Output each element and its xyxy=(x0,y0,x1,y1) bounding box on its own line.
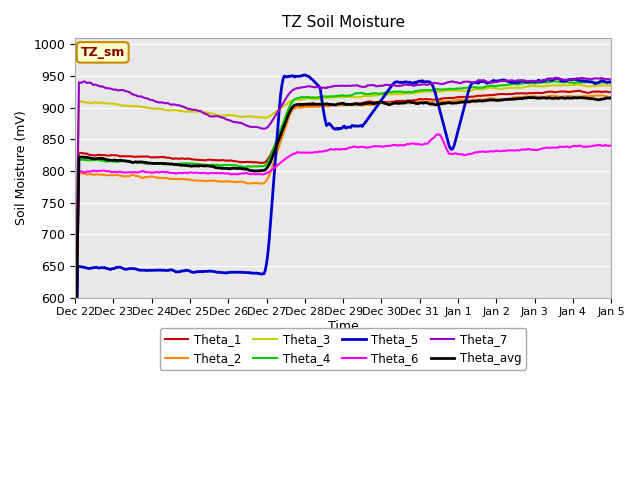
Theta_1 xyxy=(384,99,392,105)
Theta_1 xyxy=(156,154,163,160)
Theta_7 xyxy=(156,100,163,106)
Line: Theta_1: Theta_1 xyxy=(75,91,640,377)
Y-axis label: Soil Moisture (mV): Soil Moisture (mV) xyxy=(15,110,28,225)
Theta_6 xyxy=(461,152,468,158)
Theta_5 xyxy=(301,72,308,78)
Theta_2 xyxy=(308,104,316,110)
Line: Theta_6: Theta_6 xyxy=(75,134,640,388)
Theta_1 xyxy=(71,374,79,380)
Theta_6 xyxy=(554,145,561,151)
Theta_7 xyxy=(71,335,79,341)
Theta_7 xyxy=(625,75,633,81)
Theta_2 xyxy=(98,172,106,178)
Theta_avg xyxy=(621,95,629,100)
Theta_4 xyxy=(554,79,561,84)
Line: Theta_avg: Theta_avg xyxy=(75,97,640,381)
Theta_1 xyxy=(308,103,316,109)
X-axis label: Time: Time xyxy=(328,320,358,333)
Theta_7 xyxy=(552,75,560,81)
Theta_6 xyxy=(308,150,316,156)
Theta_5 xyxy=(554,75,561,81)
Theta_4 xyxy=(460,85,467,91)
Theta_3 xyxy=(156,106,163,112)
Theta_4 xyxy=(384,89,392,95)
Theta_2 xyxy=(460,97,467,103)
Text: TZ_sm: TZ_sm xyxy=(81,46,125,59)
Theta_2 xyxy=(384,100,392,106)
Theta_avg xyxy=(71,378,79,384)
Theta_4 xyxy=(98,158,106,164)
Line: Theta_4: Theta_4 xyxy=(75,81,640,381)
Theta_6 xyxy=(71,385,79,391)
Theta_3 xyxy=(308,96,316,102)
Theta_7 xyxy=(308,84,316,90)
Theta_5 xyxy=(98,265,106,271)
Theta_1 xyxy=(98,152,106,158)
Theta_2 xyxy=(71,386,79,392)
Theta_4 xyxy=(308,95,316,100)
Theta_5 xyxy=(385,86,393,92)
Theta_5 xyxy=(310,78,317,84)
Theta_3 xyxy=(460,88,467,94)
Theta_4 xyxy=(71,378,79,384)
Theta_3 xyxy=(552,83,560,88)
Theta_5 xyxy=(461,104,468,109)
Line: Theta_2: Theta_2 xyxy=(75,96,640,389)
Theta_avg xyxy=(384,101,392,107)
Line: Theta_7: Theta_7 xyxy=(75,78,640,338)
Theta_avg xyxy=(552,95,560,101)
Theta_2 xyxy=(592,93,600,98)
Theta_avg xyxy=(460,99,467,105)
Theta_1 xyxy=(460,94,467,100)
Theta_7 xyxy=(98,84,106,89)
Theta_5 xyxy=(156,267,163,273)
Theta_6 xyxy=(156,169,163,175)
Theta_avg xyxy=(308,101,316,107)
Theta_avg xyxy=(156,161,163,167)
Theta_2 xyxy=(156,175,163,180)
Theta_3 xyxy=(384,92,392,97)
Theta_3 xyxy=(574,82,582,87)
Theta_2 xyxy=(552,93,560,99)
Legend: Theta_1, Theta_2, Theta_3, Theta_4, Theta_5, Theta_6, Theta_7, Theta_avg: Theta_1, Theta_2, Theta_3, Theta_4, Thet… xyxy=(160,328,527,370)
Theta_1 xyxy=(575,88,583,94)
Theta_1 xyxy=(552,89,560,95)
Theta_5 xyxy=(71,429,79,434)
Theta_3 xyxy=(98,100,106,106)
Theta_7 xyxy=(460,79,467,85)
Theta_6 xyxy=(98,168,106,174)
Theta_4 xyxy=(550,78,557,84)
Theta_3 xyxy=(71,345,79,351)
Theta_4 xyxy=(156,160,163,166)
Line: Theta_5: Theta_5 xyxy=(75,75,640,432)
Theta_7 xyxy=(384,82,392,88)
Theta_6 xyxy=(434,132,442,137)
Title: TZ Soil Moisture: TZ Soil Moisture xyxy=(282,15,404,30)
Theta_6 xyxy=(384,143,392,149)
Theta_avg xyxy=(98,156,106,161)
Line: Theta_3: Theta_3 xyxy=(75,84,640,348)
